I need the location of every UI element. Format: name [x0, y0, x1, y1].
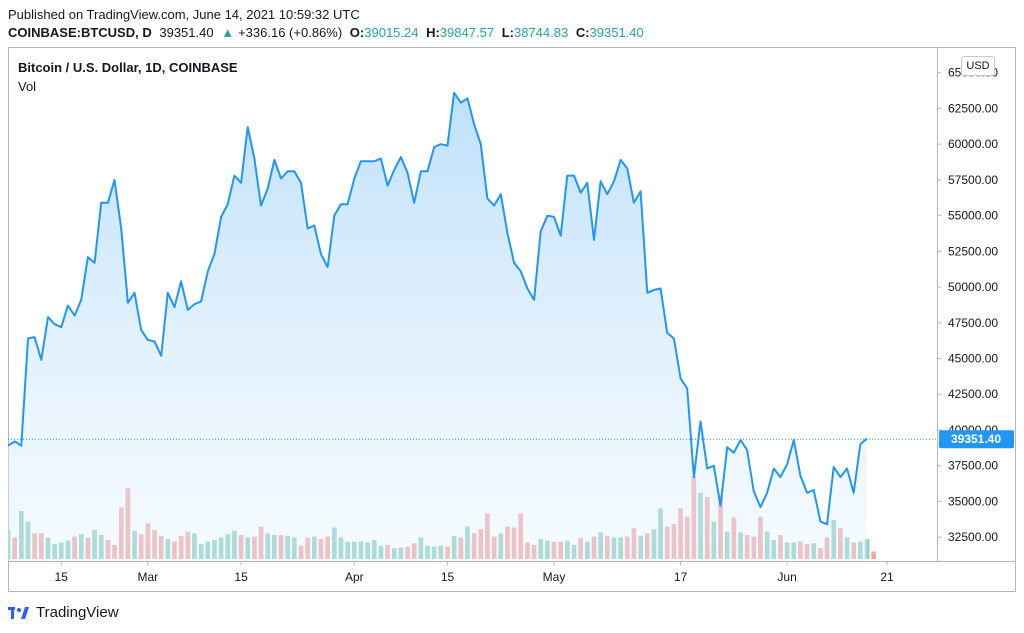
high-label: H:: [426, 25, 440, 40]
y-tick-label: 60000.00: [948, 137, 998, 151]
last-price: 39351.40: [159, 25, 214, 40]
price-axis: 65000.0062500.0060000.0057500.0055000.00…: [937, 66, 998, 544]
open-value: 39015.24: [364, 25, 419, 40]
symbol-label: COINBASE:BTCUSD, D: [8, 25, 152, 40]
volume-bar: [871, 551, 876, 559]
x-tick-label: Mar: [137, 570, 158, 584]
open-label: O:: [349, 25, 365, 40]
y-tick-label: 50000.00: [948, 280, 998, 294]
y-tick-label: 57500.00: [948, 173, 998, 187]
y-tick-label: 52500.00: [948, 244, 998, 258]
x-tick-label: 15: [234, 570, 248, 584]
y-tick-label: 35000.00: [948, 494, 998, 508]
x-tick-label: Jun: [777, 570, 796, 584]
change-up-icon: ▲: [221, 25, 235, 40]
x-tick-label: May: [543, 570, 566, 584]
y-tick-label: 62500.00: [948, 101, 998, 115]
low-label: L:: [501, 25, 514, 40]
chart-header: Published on TradingView.com, June 14, 2…: [8, 6, 648, 42]
y-tick-label: 42500.00: [948, 387, 998, 401]
tradingview-logo-icon: [8, 606, 29, 619]
ohlc-line: COINBASE:BTCUSD, D 39351.40 ▲ +336.16 (+0…: [8, 24, 648, 42]
y-tick-label: 55000.00: [948, 209, 998, 223]
volume-bar: [864, 539, 870, 559]
price-area-fill: [8, 92, 867, 561]
y-tick-label: 37500.00: [948, 459, 998, 473]
time-axis: 15 Mar 15 Apr 15 May 17 Jun 21: [55, 561, 894, 584]
low-value: 38744.83: [513, 25, 569, 40]
x-tick-label: 21: [880, 570, 894, 584]
high-value: 39847.57: [439, 25, 495, 40]
price-line: [8, 91, 868, 526]
x-tick-label: 15: [441, 570, 455, 584]
x-tick-label: Apr: [345, 570, 364, 584]
y-tick-label: 47500.00: [948, 316, 998, 330]
footer-brand[interactable]: TradingView: [8, 604, 119, 621]
chart-title: Bitcoin / U.S. Dollar, 1D, COINBASE: [18, 60, 238, 75]
close-value: 39351.40: [589, 25, 644, 40]
y-tick-label: 45000.00: [948, 352, 998, 366]
price-chart[interactable]: 65000.0062500.0060000.0057500.0055000.00…: [8, 47, 1016, 592]
price-change: +336.16 (+0.86%): [238, 25, 343, 40]
currency-button[interactable]: USD: [961, 56, 995, 76]
close-label: C:: [575, 25, 590, 40]
x-tick-label: 17: [674, 570, 688, 584]
x-tick-label: 15: [55, 570, 69, 584]
volume-label: Vol: [18, 79, 37, 94]
published-line: Published on TradingView.com, June 14, 2…: [8, 7, 360, 22]
last-price-tag-text: 39351.40: [951, 432, 1001, 446]
footer-brand-text: TradingView: [36, 604, 119, 621]
last-price-tag: 39351.40: [939, 430, 1014, 449]
y-tick-label: 32500.00: [948, 530, 998, 544]
